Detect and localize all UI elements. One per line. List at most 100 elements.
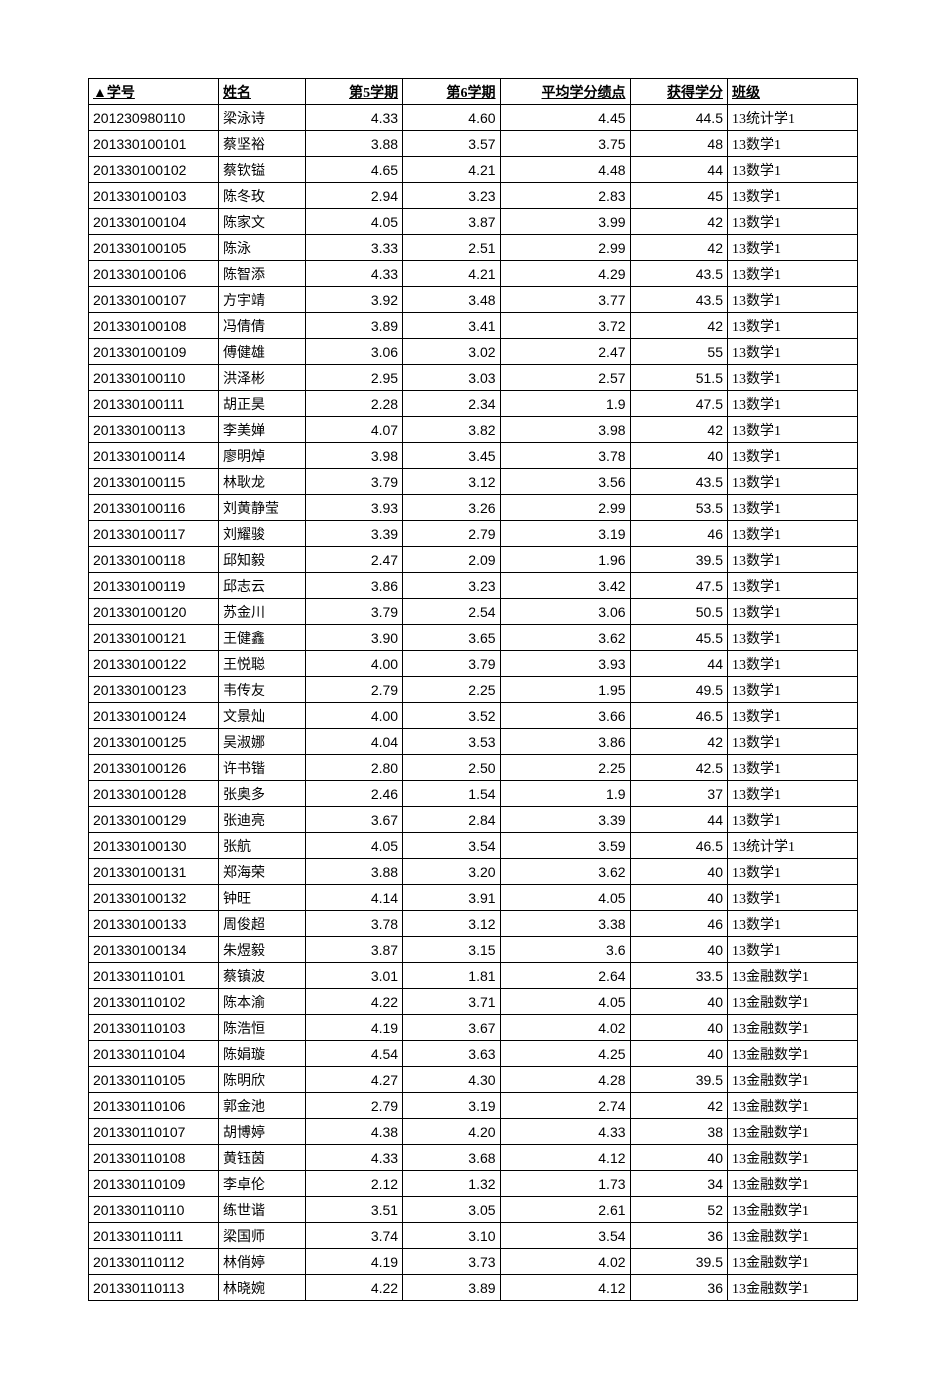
cell-id: 201330110103 (89, 1015, 219, 1041)
cell-credit: 36 (630, 1275, 727, 1301)
cell-credit: 44 (630, 807, 727, 833)
cell-sem6: 3.82 (403, 417, 500, 443)
cell-id: 201330110102 (89, 989, 219, 1015)
cell-sem5: 3.78 (305, 911, 402, 937)
cell-gpa: 2.47 (500, 339, 630, 365)
table-row: 201230980110梁泳诗4.334.604.4544.513统计学1 (89, 105, 858, 131)
cell-gpa: 3.39 (500, 807, 630, 833)
cell-id: 201330100124 (89, 703, 219, 729)
cell-id: 201330110109 (89, 1171, 219, 1197)
cell-sem5: 4.22 (305, 1275, 402, 1301)
cell-class: 13数学1 (727, 417, 857, 443)
cell-sem5: 3.88 (305, 859, 402, 885)
cell-name: 洪泽彬 (218, 365, 305, 391)
cell-sem6: 3.03 (403, 365, 500, 391)
cell-sem5: 3.51 (305, 1197, 402, 1223)
cell-sem6: 2.09 (403, 547, 500, 573)
cell-class: 13数学1 (727, 625, 857, 651)
cell-class: 13金融数学1 (727, 989, 857, 1015)
cell-gpa: 4.45 (500, 105, 630, 131)
cell-credit: 47.5 (630, 573, 727, 599)
cell-name: 胡博婷 (218, 1119, 305, 1145)
cell-id: 201330100105 (89, 235, 219, 261)
cell-id: 201330100119 (89, 573, 219, 599)
table-row: 201330110102陈本渝4.223.714.054013金融数学1 (89, 989, 858, 1015)
cell-sem5: 3.33 (305, 235, 402, 261)
cell-credit: 51.5 (630, 365, 727, 391)
cell-credit: 44 (630, 651, 727, 677)
cell-sem6: 3.12 (403, 469, 500, 495)
cell-sem6: 2.54 (403, 599, 500, 625)
table-body: 201230980110梁泳诗4.334.604.4544.513统计学1 201… (89, 105, 858, 1301)
cell-credit: 52 (630, 1197, 727, 1223)
cell-id: 201330110110 (89, 1197, 219, 1223)
cell-sem6: 3.41 (403, 313, 500, 339)
cell-sem5: 4.33 (305, 105, 402, 131)
cell-gpa: 4.33 (500, 1119, 630, 1145)
cell-sem6: 3.57 (403, 131, 500, 157)
table-row: 201330100113李美婵4.073.823.984213数学1 (89, 417, 858, 443)
cell-sem5: 4.00 (305, 703, 402, 729)
cell-class: 13金融数学1 (727, 1119, 857, 1145)
cell-gpa: 1.9 (500, 391, 630, 417)
cell-credit: 42 (630, 417, 727, 443)
cell-credit: 42 (630, 1093, 727, 1119)
cell-credit: 46.5 (630, 833, 727, 859)
cell-sem5: 4.54 (305, 1041, 402, 1067)
header-credits: 获得学分 (630, 79, 727, 105)
cell-gpa: 2.83 (500, 183, 630, 209)
cell-class: 13数学1 (727, 157, 857, 183)
cell-sem6: 3.91 (403, 885, 500, 911)
cell-id: 201330100134 (89, 937, 219, 963)
cell-name: 苏金川 (218, 599, 305, 625)
cell-sem6: 3.89 (403, 1275, 500, 1301)
cell-sem5: 3.89 (305, 313, 402, 339)
cell-name: 邱知毅 (218, 547, 305, 573)
header-gpa: 平均学分绩点 (500, 79, 630, 105)
cell-name: 文景灿 (218, 703, 305, 729)
cell-class: 13金融数学1 (727, 1197, 857, 1223)
cell-sem5: 3.87 (305, 937, 402, 963)
table-row: 201330110110练世谐3.513.052.615213金融数学1 (89, 1197, 858, 1223)
cell-credit: 44 (630, 157, 727, 183)
cell-sem5: 4.14 (305, 885, 402, 911)
cell-id: 201330100129 (89, 807, 219, 833)
table-row: 201330110112林俏婷4.193.734.0239.513金融数学1 (89, 1249, 858, 1275)
cell-class: 13数学1 (727, 287, 857, 313)
cell-gpa: 4.29 (500, 261, 630, 287)
cell-sem6: 2.34 (403, 391, 500, 417)
cell-name: 陈冬玫 (218, 183, 305, 209)
cell-sem5: 4.05 (305, 833, 402, 859)
cell-credit: 40 (630, 1041, 727, 1067)
cell-sem5: 4.19 (305, 1249, 402, 1275)
cell-sem6: 2.79 (403, 521, 500, 547)
cell-credit: 36 (630, 1223, 727, 1249)
cell-gpa: 1.95 (500, 677, 630, 703)
cell-id: 201330110108 (89, 1145, 219, 1171)
cell-name: 梁泳诗 (218, 105, 305, 131)
table-row: 201330100134朱煜毅3.873.153.64013数学1 (89, 937, 858, 963)
cell-sem5: 4.65 (305, 157, 402, 183)
table-row: 201330100124文景灿4.003.523.6646.513数学1 (89, 703, 858, 729)
cell-class: 13金融数学1 (727, 1015, 857, 1041)
cell-id: 201330110105 (89, 1067, 219, 1093)
cell-sem5: 4.07 (305, 417, 402, 443)
cell-name: 张迪亮 (218, 807, 305, 833)
cell-id: 201330110104 (89, 1041, 219, 1067)
cell-sem6: 4.21 (403, 261, 500, 287)
cell-sem6: 3.12 (403, 911, 500, 937)
cell-sem6: 3.10 (403, 1223, 500, 1249)
cell-sem5: 3.86 (305, 573, 402, 599)
cell-credit: 40 (630, 989, 727, 1015)
cell-credit: 42 (630, 313, 727, 339)
cell-class: 13金融数学1 (727, 1093, 857, 1119)
cell-credit: 45.5 (630, 625, 727, 651)
cell-name: 蔡钦镒 (218, 157, 305, 183)
table-row: 201330100108冯倩倩3.893.413.724213数学1 (89, 313, 858, 339)
cell-sem5: 4.00 (305, 651, 402, 677)
table-row: 201330100103陈冬玫2.943.232.834513数学1 (89, 183, 858, 209)
cell-gpa: 3.98 (500, 417, 630, 443)
table-row: 201330110104陈娟璇4.543.634.254013金融数学1 (89, 1041, 858, 1067)
cell-class: 13数学1 (727, 547, 857, 573)
cell-id: 201330100106 (89, 261, 219, 287)
